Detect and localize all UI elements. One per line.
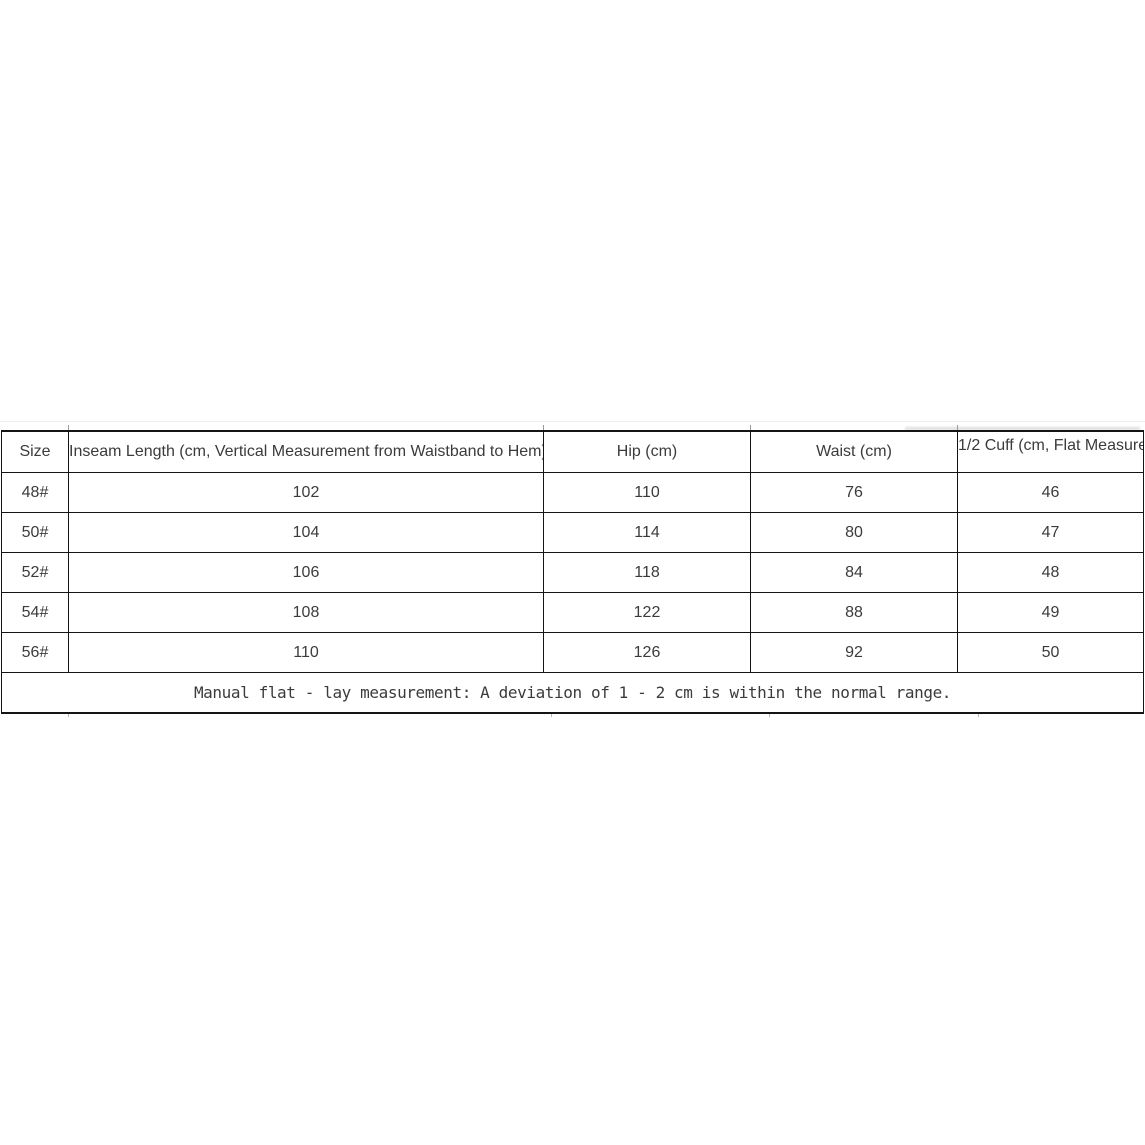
col-header-size: Size <box>1 430 69 473</box>
size-cell: 54# <box>1 592 69 633</box>
table-row: 50# 104 114 80 47 <box>1 512 1144 553</box>
note-row: Manual flat - lay measurement: A deviati… <box>1 672 1144 714</box>
size-chart-table: Size Inseam Length (cm, Vertical Measure… <box>1 430 1144 714</box>
half-cuff-cell: 46 <box>957 472 1144 513</box>
size-cell: 52# <box>1 552 69 593</box>
waist-cell: 92 <box>750 632 958 673</box>
inseam-cell: 110 <box>68 632 544 673</box>
header-row: Size Inseam Length (cm, Vertical Measure… <box>1 430 1144 473</box>
half-cuff-cell: 50 <box>957 632 1144 673</box>
crop-artifact-stub <box>68 425 69 430</box>
crop-artifact-clipped-text <box>905 427 1140 430</box>
size-cell: 50# <box>1 512 69 553</box>
half-cuff-cell: 49 <box>957 592 1144 633</box>
half-cuff-cell: 48 <box>957 552 1144 593</box>
col-header-half-cuff: 1/2 Cuff (cm, Flat Measurement at Sole) <box>957 430 1144 473</box>
col-header-half-cuff-text: 1/2 Cuff (cm, Flat Measurement at Sole) <box>958 437 1143 454</box>
table-row: 52# 106 118 84 48 <box>1 552 1144 593</box>
waist-cell: 88 <box>750 592 958 633</box>
col-header-hip: Hip (cm) <box>543 430 751 473</box>
table-row: 56# 110 126 92 50 <box>1 632 1144 673</box>
crop-artifact-stub <box>68 712 69 717</box>
size-cell: 48# <box>1 472 69 513</box>
col-header-waist: Waist (cm) <box>750 430 958 473</box>
table-row: 48# 102 110 76 46 <box>1 472 1144 513</box>
measurement-note: Manual flat - lay measurement: A deviati… <box>1 672 1144 714</box>
hip-cell: 110 <box>543 472 751 513</box>
crop-artifact-stub <box>978 712 979 717</box>
half-cuff-cell: 47 <box>957 512 1144 553</box>
col-header-inseam-length: Inseam Length (cm, Vertical Measurement … <box>68 430 544 473</box>
waist-cell: 76 <box>750 472 958 513</box>
hip-cell: 114 <box>543 512 751 553</box>
crop-artifact-stub <box>750 425 751 430</box>
hip-cell: 118 <box>543 552 751 593</box>
crop-artifact-stub <box>543 425 544 430</box>
crop-artifact-stub <box>769 712 770 717</box>
table-row: 54# 108 122 88 49 <box>1 592 1144 633</box>
crop-artifact-stub <box>551 712 552 717</box>
inseam-cell: 104 <box>68 512 544 553</box>
hip-cell: 126 <box>543 632 751 673</box>
waist-cell: 80 <box>750 512 958 553</box>
inseam-cell: 102 <box>68 472 544 513</box>
inseam-cell: 106 <box>68 552 544 593</box>
crop-artifact-faint-line <box>0 421 1145 422</box>
size-cell: 56# <box>1 632 69 673</box>
inseam-cell: 108 <box>68 592 544 633</box>
hip-cell: 122 <box>543 592 751 633</box>
crop-artifact-stub <box>957 425 958 430</box>
waist-cell: 84 <box>750 552 958 593</box>
